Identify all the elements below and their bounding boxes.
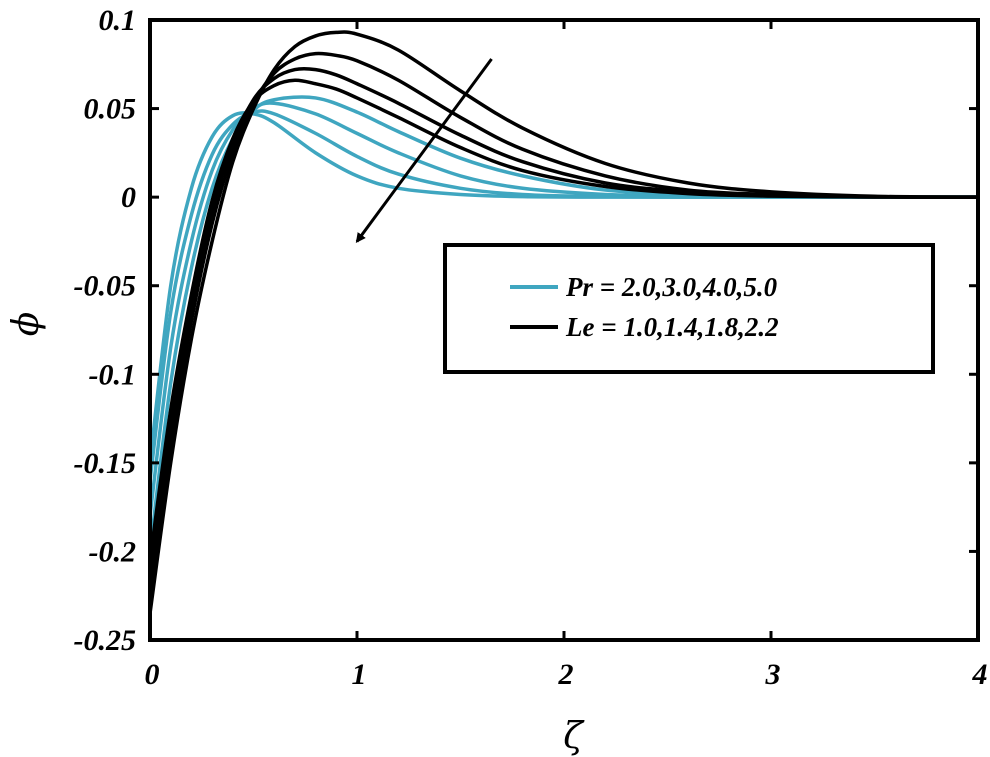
legend-label-le: Le = 1.0,1.4,1.8,2.2 [565,312,779,342]
series-line-le-4 [148,30,979,614]
series-line-le-7 [148,78,979,561]
y-tick-label: -0.1 [89,358,137,391]
y-tick-label: 0.1 [99,4,137,37]
y-axis-label: ϕ [6,312,47,337]
trend-arrow [355,58,493,244]
x-tick-label: 4 [972,658,988,691]
x-tick-labels: 0 1 2 3 4 [145,658,988,691]
x-tick-label: 3 [765,658,781,691]
x-tick-label: 1 [352,658,367,691]
legend: Pr = 2.0,3.0,4.0,5.0 Le = 1.0,1.4,1.8,2.… [443,243,935,374]
annotation-arrow [355,58,493,244]
y-tick-label: -0.2 [89,535,137,568]
y-tick-label: 0.05 [84,93,137,126]
y-tick-labels: 0.1 0.05 0 -0.05 -0.1 -0.15 -0.2 -0.25 [74,4,137,657]
series-group [148,30,979,614]
legend-label-pr: Pr = 2.0,3.0,4.0,5.0 [565,272,778,302]
x-axis-label: ζ [563,716,585,757]
x-tick-label: 2 [558,658,574,691]
y-tick-label: -0.05 [74,270,137,303]
y-tick-label: -0.15 [74,447,137,480]
legend-box [443,243,935,374]
plot-frame [148,18,980,642]
y-tick-label: 0 [121,181,136,214]
y-tick-label: -0.25 [74,624,137,657]
x-tick-label: 0 [145,658,160,691]
